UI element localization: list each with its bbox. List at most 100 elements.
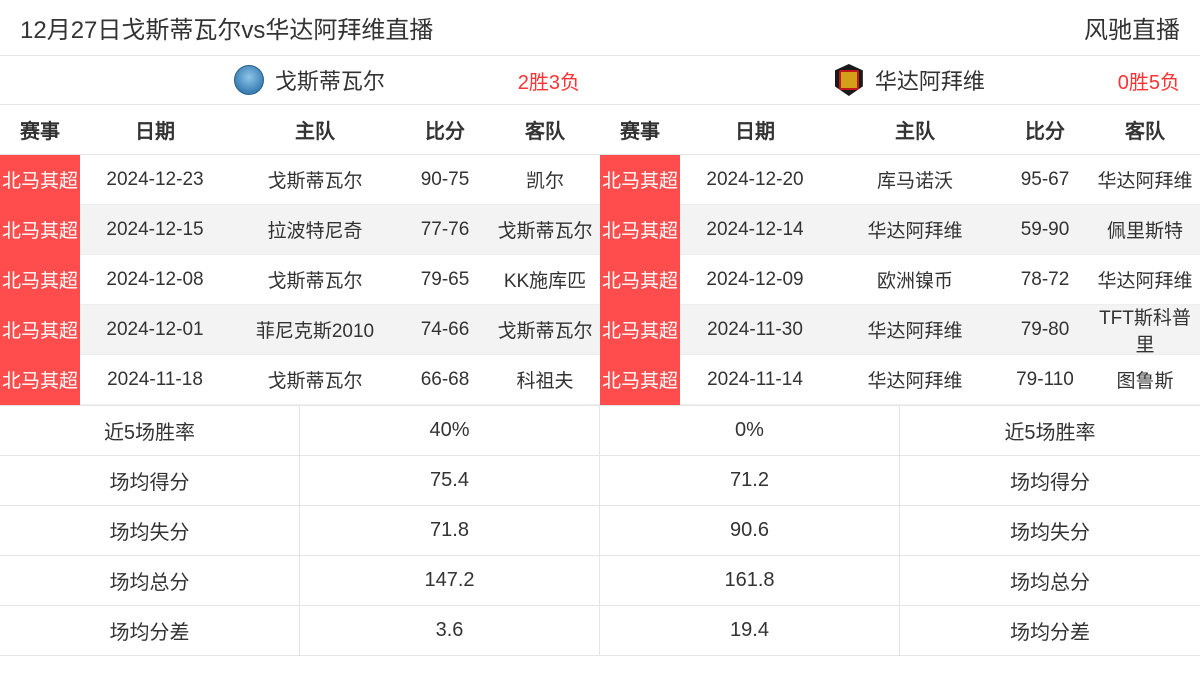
match-row[interactable]: 北马其超2024-12-23戈斯蒂瓦尔90-75凯尔	[0, 155, 600, 205]
stats-value: 40%	[300, 406, 600, 455]
match-score: 74-66	[400, 319, 490, 341]
match-away: 科祖夫	[490, 366, 600, 393]
stats-label: 场均得分	[900, 456, 1200, 505]
match-home: 拉波特尼奇	[230, 216, 400, 243]
match-score: 59-90	[1000, 219, 1090, 241]
match-date: 2024-12-20	[680, 169, 830, 191]
match-score: 77-76	[400, 219, 490, 241]
stats-label: 场均分差	[0, 606, 300, 655]
stats-label: 场均失分	[0, 506, 300, 555]
stats-value: 71.8	[300, 506, 600, 555]
league-badge: 北马其超	[0, 155, 80, 205]
stats-value: 161.8	[600, 556, 900, 605]
col-header: 比分	[400, 105, 490, 154]
match-row[interactable]: 北马其超2024-12-15拉波特尼奇77-76戈斯蒂瓦尔	[0, 205, 600, 255]
match-row[interactable]: 北马其超2024-12-14华达阿拜维59-90佩里斯特	[600, 205, 1200, 255]
match-away: 图鲁斯	[1090, 366, 1200, 393]
matches-right: 北马其超2024-12-20库马诺沃95-67华达阿拜维北马其超2024-12-…	[600, 155, 1200, 405]
match-home: 欧洲镍币	[830, 266, 1000, 293]
league-badge: 北马其超	[600, 205, 680, 255]
match-row[interactable]: 北马其超2024-12-20库马诺沃95-67华达阿拜维	[600, 155, 1200, 205]
league-badge: 北马其超	[600, 255, 680, 305]
match-row[interactable]: 北马其超2024-12-08戈斯蒂瓦尔79-65KK施库匹	[0, 255, 600, 305]
league-badge: 北马其超	[600, 305, 680, 355]
stats-label: 近5场胜率	[0, 406, 300, 455]
match-row[interactable]: 北马其超2024-11-18戈斯蒂瓦尔66-68科祖夫	[0, 355, 600, 405]
team-panel-right: 华达阿拜维 0胜5负	[600, 56, 1200, 104]
page-title: 12月27日戈斯蒂瓦尔vs华达阿拜维直播	[20, 10, 433, 45]
league-badge: 北马其超	[0, 255, 80, 305]
stats-value: 75.4	[300, 456, 600, 505]
col-header: 客队	[490, 105, 600, 154]
match-away: KK施库匹	[490, 266, 600, 293]
stats-row-diff: 场均分差 3.6 19.4 场均分差	[0, 606, 1200, 656]
stats-label: 场均失分	[900, 506, 1200, 555]
team-record-right: 0胜5负	[1118, 66, 1180, 95]
match-home: 华达阿拜维	[830, 216, 1000, 243]
stats-label: 近5场胜率	[900, 406, 1200, 455]
col-header: 赛事	[0, 105, 80, 154]
match-home: 华达阿拜维	[830, 366, 1000, 393]
league-badge: 北马其超	[600, 355, 680, 405]
match-home: 戈斯蒂瓦尔	[230, 366, 400, 393]
stats-value: 147.2	[300, 556, 600, 605]
match-row[interactable]: 北马其超2024-11-14华达阿拜维79-110图鲁斯	[600, 355, 1200, 405]
stats-label: 场均总分	[900, 556, 1200, 605]
match-score: 66-68	[400, 369, 490, 391]
league-badge: 北马其超	[0, 305, 80, 355]
stats-value: 19.4	[600, 606, 900, 655]
col-header: 客队	[1090, 105, 1200, 154]
match-date: 2024-11-14	[680, 369, 830, 391]
match-away: 戈斯蒂瓦尔	[490, 316, 600, 343]
team-panel-left: 戈斯蒂瓦尔 2胜3负	[0, 56, 600, 104]
team-logo-left	[233, 64, 265, 96]
col-header: 主队	[830, 105, 1000, 154]
col-header: 比分	[1000, 105, 1090, 154]
match-date: 2024-12-23	[80, 169, 230, 191]
match-row[interactable]: 北马其超2024-11-30华达阿拜维79-80TFT斯科普里	[600, 305, 1200, 355]
stats-value: 90.6	[600, 506, 900, 555]
teams-row: 戈斯蒂瓦尔 2胜3负 华达阿拜维 0胜5负	[0, 56, 1200, 105]
stats-label: 场均总分	[0, 556, 300, 605]
match-score: 95-67	[1000, 169, 1090, 191]
stats-row-ppg: 场均得分 75.4 71.2 场均得分	[0, 456, 1200, 506]
match-away: 凯尔	[490, 166, 600, 193]
col-header: 日期	[680, 105, 830, 154]
team-name-right: 华达阿拜维	[875, 64, 985, 96]
match-date: 2024-12-01	[80, 319, 230, 341]
league-badge: 北马其超	[600, 155, 680, 205]
match-score: 79-80	[1000, 319, 1090, 341]
match-date: 2024-11-30	[680, 319, 830, 341]
league-badge: 北马其超	[0, 355, 80, 405]
col-header: 日期	[80, 105, 230, 154]
match-score: 90-75	[400, 169, 490, 191]
match-away: 戈斯蒂瓦尔	[490, 216, 600, 243]
match-score: 79-65	[400, 269, 490, 291]
match-home: 菲尼克斯2010	[230, 316, 400, 343]
match-home: 华达阿拜维	[830, 316, 1000, 343]
match-home: 库马诺沃	[830, 166, 1000, 193]
match-away: 华达阿拜维	[1090, 266, 1200, 293]
match-away: 华达阿拜维	[1090, 166, 1200, 193]
match-date: 2024-12-08	[80, 269, 230, 291]
stats-value: 71.2	[600, 456, 900, 505]
team-name-left: 戈斯蒂瓦尔	[275, 64, 385, 96]
col-header: 赛事	[600, 105, 680, 154]
match-row[interactable]: 北马其超2024-12-01菲尼克斯201074-66戈斯蒂瓦尔	[0, 305, 600, 355]
stats-row-papg: 场均失分 71.8 90.6 场均失分	[0, 506, 1200, 556]
team-logo-right	[833, 64, 865, 96]
stats-section: 近5场胜率 40% 0% 近5场胜率 场均得分 75.4 71.2 场均得分 场…	[0, 405, 1200, 656]
match-date: 2024-12-09	[680, 269, 830, 291]
match-date: 2024-11-18	[80, 369, 230, 391]
stats-label: 场均得分	[0, 456, 300, 505]
match-away: TFT斯科普里	[1090, 303, 1200, 357]
stats-value: 0%	[600, 406, 900, 455]
stats-row-total: 场均总分 147.2 161.8 场均总分	[0, 556, 1200, 606]
match-home: 戈斯蒂瓦尔	[230, 266, 400, 293]
col-header: 主队	[230, 105, 400, 154]
match-date: 2024-12-14	[680, 219, 830, 241]
match-row[interactable]: 北马其超2024-12-09欧洲镍币78-72华达阿拜维	[600, 255, 1200, 305]
match-away: 佩里斯特	[1090, 216, 1200, 243]
columns-header: 赛事 日期 主队 比分 客队 赛事 日期 主队 比分 客队	[0, 105, 1200, 155]
stats-value: 3.6	[300, 606, 600, 655]
